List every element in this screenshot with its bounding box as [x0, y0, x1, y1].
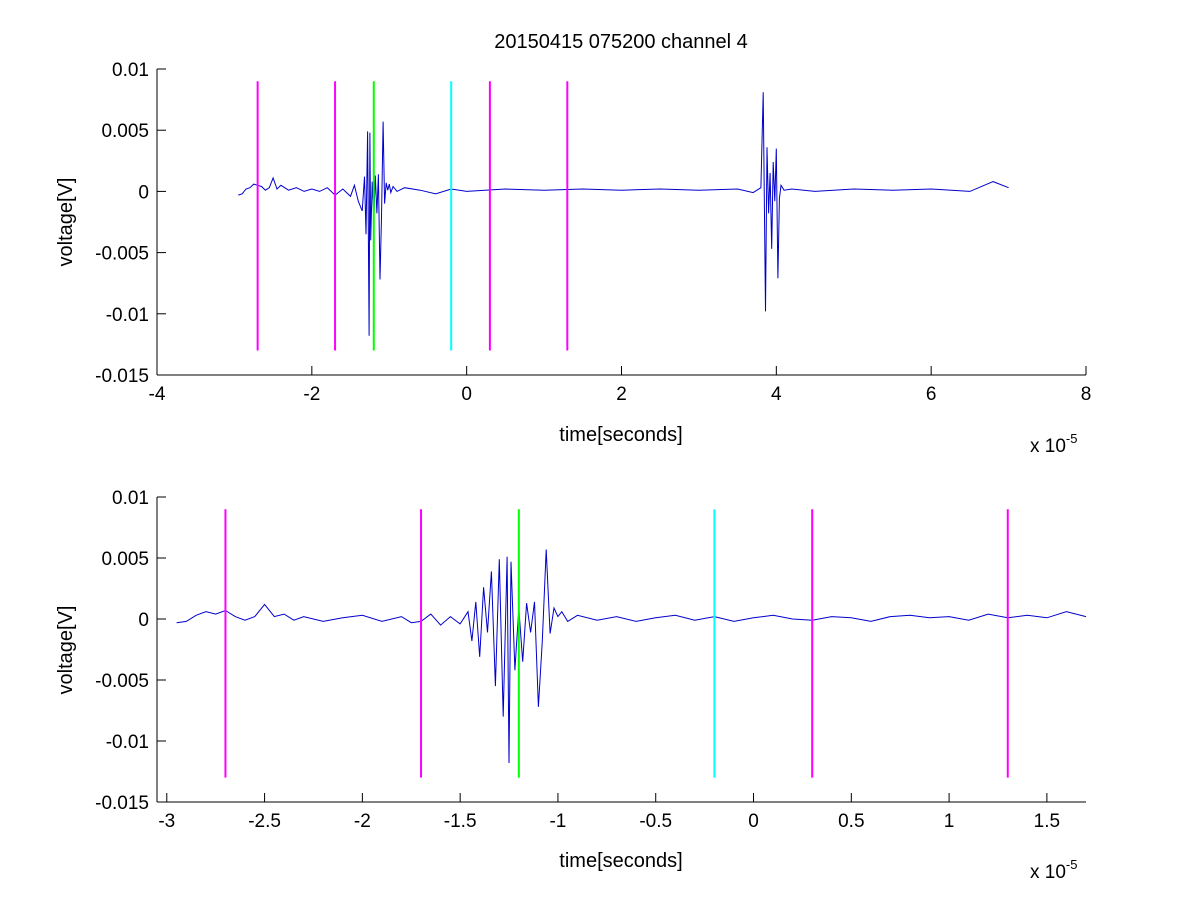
y-tick-label: -0.015: [95, 793, 149, 814]
x-tick-label: -2.5: [248, 811, 281, 832]
y-axis-label: voltage[V]: [55, 606, 77, 695]
y-tick-label: -0.015: [95, 366, 149, 387]
series-line: [238, 92, 1009, 336]
y-tick-label: 0: [138, 182, 149, 203]
y-tick-label: 0.005: [101, 549, 149, 570]
x-tick-label: -1.5: [444, 811, 477, 832]
x-tick-label: -2: [354, 811, 371, 832]
y-tick-label: -0.005: [95, 244, 149, 265]
y-tick-label: 0.01: [112, 60, 149, 81]
x-exponent-power: -5: [1066, 431, 1078, 446]
x-tick-label: -4: [149, 384, 166, 405]
x-exponent-label: x 10-5: [1030, 431, 1077, 457]
x-tick-label: 8: [1081, 384, 1092, 405]
x-tick-label: -0.5: [639, 811, 672, 832]
x-tick-label: -2: [303, 384, 320, 405]
x-tick-label: 4: [771, 384, 782, 405]
x-tick-label: 2: [616, 384, 627, 405]
x-exponent-label: x 10-5: [1030, 857, 1077, 883]
x-exponent-base: x 10: [1030, 436, 1066, 457]
y-tick-label: -0.005: [95, 671, 149, 692]
x-axis-label: time[seconds]: [559, 850, 682, 872]
y-tick-label: 0.005: [101, 121, 149, 142]
x-axis-label: time[seconds]: [559, 424, 682, 446]
x-tick-label: 1.5: [1034, 811, 1060, 832]
x-tick-label: -3: [158, 811, 175, 832]
x-tick-label: 0: [748, 811, 759, 832]
x-tick-label: 6: [926, 384, 937, 405]
subplot-top: 20150415 075200 channel 4 time[seconds] …: [55, 31, 1091, 457]
x-tick-label: 0: [461, 384, 472, 405]
x-tick-label: -1: [549, 811, 566, 832]
x-tick-label: 1: [944, 811, 955, 832]
x-tick-label: 0.5: [838, 811, 864, 832]
y-tick-label: 0: [138, 610, 149, 631]
y-tick-label: 0.01: [112, 488, 149, 509]
y-tick-label: -0.01: [106, 732, 149, 753]
x-exponent-power: -5: [1066, 857, 1078, 872]
x-exponent-base: x 10: [1030, 862, 1066, 883]
y-axis-label: voltage[V]: [55, 178, 77, 267]
y-tick-label: -0.01: [106, 305, 149, 326]
subplot-bottom: time[seconds] voltage[V] x 10-5 -3 -2.5 -2…: [55, 488, 1087, 883]
chart-title: 20150415 075200 channel 4: [494, 31, 748, 53]
